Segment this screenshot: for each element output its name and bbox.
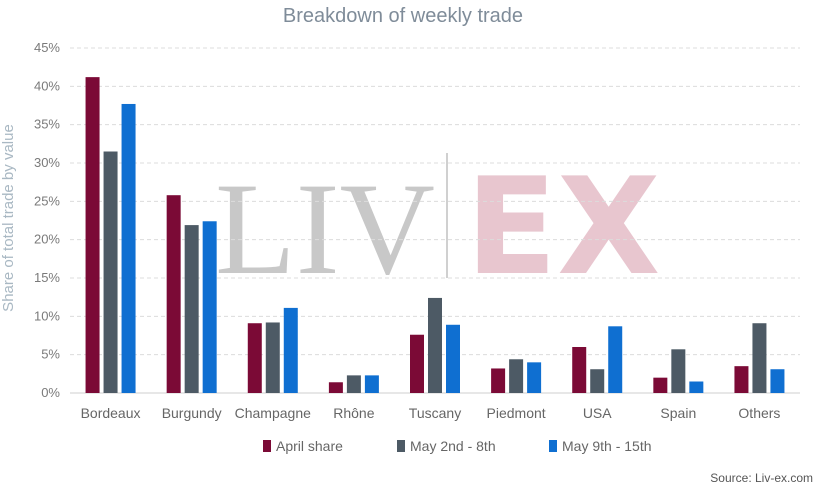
x-tick-label: Burgundy [162, 405, 222, 421]
bar [770, 369, 785, 393]
y-axis-label: Share of total trade by value [0, 124, 17, 312]
x-tick-label: Tuscany [409, 405, 461, 421]
x-tick-label: Champagne [235, 405, 311, 421]
bar [265, 322, 280, 393]
y-tick-label: 20% [34, 232, 60, 247]
bar [653, 377, 668, 393]
y-tick-label: 40% [34, 78, 60, 93]
legend: April share May 2nd - 8th May 9th - 15th [263, 438, 652, 454]
y-tick-label: 45% [34, 40, 60, 55]
x-tick-label: Piedmont [487, 405, 546, 421]
bar [410, 334, 424, 393]
bar [103, 151, 118, 393]
legend-label: May 2nd - 8th [410, 438, 496, 454]
bar [734, 366, 749, 393]
y-tick-label: 5% [41, 347, 60, 362]
y-tick-label: 25% [34, 193, 60, 208]
bar [527, 362, 542, 393]
x-tick-label: USA [583, 405, 612, 421]
bar [752, 323, 767, 393]
bar [364, 375, 379, 393]
bar [572, 347, 587, 393]
x-axis-categories: Bordeaux Burgundy Champagne Rhône Tuscany Pie… [81, 405, 781, 421]
y-tick-label: 15% [34, 270, 60, 285]
bar [328, 382, 343, 393]
legend-swatch [263, 440, 271, 452]
x-tick-label: Spain [660, 405, 696, 421]
bar [509, 359, 524, 393]
watermark-divider [446, 153, 448, 278]
bar [491, 368, 506, 393]
y-tick-label: 30% [34, 155, 60, 170]
y-tick-label: 0% [41, 385, 60, 400]
watermark-ex: EX [466, 149, 661, 305]
bar [428, 297, 442, 393]
x-tick-label: Bordeaux [81, 405, 141, 421]
bar [166, 195, 181, 393]
bar [85, 77, 100, 393]
legend-swatch [549, 440, 557, 452]
bar [202, 221, 217, 393]
x-tick-label: Others [738, 405, 780, 421]
bar [247, 323, 262, 393]
bar [671, 349, 686, 393]
bar [689, 381, 704, 393]
chart-title: Breakdown of weekly trade [283, 5, 523, 27]
legend-label: May 9th - 15th [562, 438, 652, 454]
x-tick-label: Rhône [333, 405, 374, 421]
y-tick-label: 10% [34, 308, 60, 323]
bar [184, 225, 199, 393]
watermark-liv: LIV [215, 155, 435, 302]
bar [590, 369, 605, 393]
source-note: Source: Liv-ex.com [710, 471, 813, 485]
bar [283, 307, 298, 393]
y-axis-ticks: 0% 5% 10% 15% 20% 25% 30% 35% 40% 45% [34, 40, 60, 400]
legend-label: April share [276, 438, 343, 454]
bar [346, 375, 361, 393]
legend-swatch [397, 440, 405, 452]
bar [121, 103, 136, 393]
bar [446, 324, 460, 393]
bar [608, 326, 623, 393]
bars [85, 77, 785, 393]
y-tick-label: 35% [34, 117, 60, 132]
